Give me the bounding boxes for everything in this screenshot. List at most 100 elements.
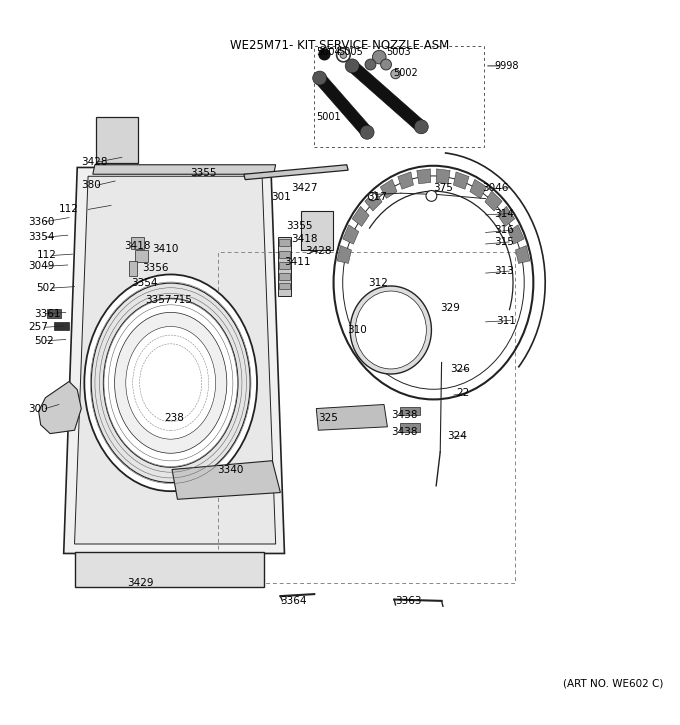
Text: 316: 316 [494, 225, 514, 236]
Text: 3354: 3354 [131, 278, 158, 288]
Polygon shape [380, 179, 397, 199]
Polygon shape [436, 169, 450, 184]
Text: 375: 375 [433, 183, 454, 193]
Text: 3418: 3418 [291, 234, 318, 244]
Circle shape [313, 71, 326, 85]
Bar [279, 239, 290, 246]
Bar [279, 283, 290, 289]
Text: 9998: 9998 [494, 61, 519, 71]
Text: 3427: 3427 [291, 183, 318, 193]
Text: 311: 311 [496, 315, 515, 326]
Polygon shape [343, 225, 359, 244]
Text: 3356: 3356 [142, 262, 169, 273]
Polygon shape [454, 172, 469, 189]
Text: 3360: 3360 [29, 217, 55, 227]
Text: 257: 257 [29, 323, 48, 332]
Text: 310: 310 [347, 325, 367, 335]
Circle shape [340, 51, 347, 59]
Polygon shape [470, 179, 487, 199]
Circle shape [369, 193, 377, 201]
Circle shape [360, 125, 374, 139]
Polygon shape [398, 172, 413, 189]
Text: 502: 502 [34, 336, 54, 346]
Bar [279, 251, 290, 257]
Polygon shape [352, 207, 369, 226]
Text: 329: 329 [440, 303, 460, 313]
Bar [129, 261, 137, 276]
Polygon shape [75, 176, 275, 544]
Text: 313: 313 [494, 266, 514, 276]
Bar [54, 322, 69, 330]
Text: 380: 380 [82, 180, 101, 190]
Polygon shape [337, 246, 352, 263]
Text: 5002: 5002 [393, 67, 418, 78]
Text: 325: 325 [318, 413, 338, 423]
Polygon shape [417, 169, 431, 184]
Text: (ART NO. WE602 C): (ART NO. WE602 C) [563, 679, 664, 689]
Polygon shape [485, 191, 502, 211]
Polygon shape [277, 237, 291, 296]
Text: 112: 112 [59, 204, 79, 215]
Polygon shape [315, 74, 372, 136]
Text: 3363: 3363 [396, 596, 422, 606]
Polygon shape [515, 246, 530, 263]
Text: 3354: 3354 [29, 232, 55, 242]
Bar [279, 262, 290, 269]
Text: 315: 315 [494, 237, 514, 247]
Circle shape [426, 191, 437, 202]
Bar [314, 46, 483, 147]
Bar [135, 250, 148, 262]
Text: 3418: 3418 [124, 241, 151, 251]
Polygon shape [172, 460, 280, 500]
Text: 3429: 3429 [126, 578, 153, 587]
Text: WE25M71- KIT SERVICE NOZZLE ASM: WE25M71- KIT SERVICE NOZZLE ASM [231, 39, 449, 51]
Polygon shape [498, 207, 515, 226]
Text: 22: 22 [456, 388, 470, 398]
Polygon shape [244, 165, 348, 180]
Text: 3364: 3364 [280, 596, 307, 606]
Text: 326: 326 [449, 364, 470, 374]
Text: 317: 317 [367, 191, 387, 202]
Ellipse shape [114, 312, 227, 453]
Bar [400, 407, 420, 415]
Text: 3410: 3410 [152, 244, 178, 254]
Text: 112: 112 [37, 251, 56, 260]
Polygon shape [348, 62, 425, 131]
Circle shape [381, 59, 392, 70]
Polygon shape [508, 225, 524, 244]
Text: 3049: 3049 [29, 261, 55, 271]
Text: 3361: 3361 [34, 309, 61, 319]
Circle shape [337, 49, 350, 62]
Bar [131, 236, 143, 249]
Circle shape [345, 59, 359, 73]
Text: 301: 301 [271, 191, 290, 202]
Ellipse shape [91, 283, 250, 483]
Text: 314: 314 [494, 209, 514, 218]
Polygon shape [64, 167, 284, 553]
Text: 3355: 3355 [190, 168, 216, 178]
Text: 3340: 3340 [217, 465, 243, 474]
Text: 3355: 3355 [286, 220, 312, 231]
Text: 3438: 3438 [391, 410, 418, 420]
Bar [218, 252, 515, 583]
Text: 312: 312 [369, 278, 388, 288]
Polygon shape [364, 191, 382, 211]
Circle shape [373, 50, 386, 64]
Text: 3428: 3428 [82, 157, 108, 167]
Polygon shape [39, 381, 82, 434]
Ellipse shape [350, 286, 431, 374]
Ellipse shape [103, 298, 238, 468]
Text: 300: 300 [29, 404, 48, 413]
Bar [75, 552, 264, 587]
Text: 3438: 3438 [391, 426, 418, 436]
Text: 5004: 5004 [316, 47, 341, 57]
Bar [48, 309, 61, 318]
Text: 5005: 5005 [339, 47, 363, 57]
Text: 3357: 3357 [145, 295, 171, 305]
Text: 238: 238 [164, 413, 184, 423]
Text: 3411: 3411 [284, 257, 311, 268]
Ellipse shape [84, 275, 257, 491]
Polygon shape [92, 165, 275, 174]
Circle shape [319, 49, 330, 59]
Circle shape [365, 59, 376, 70]
